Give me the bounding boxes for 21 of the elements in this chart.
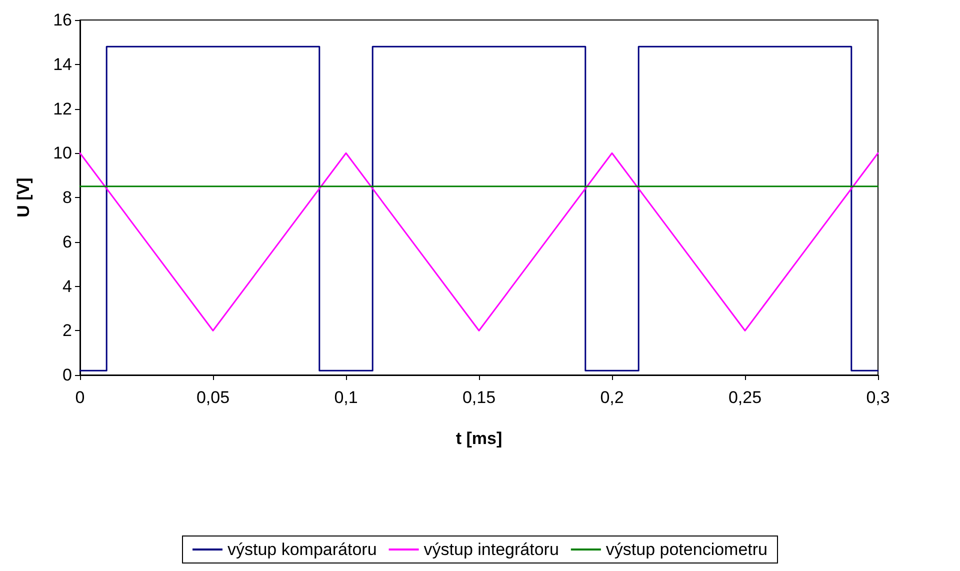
y-tick-label: 14 bbox=[53, 54, 72, 74]
y-tick-label: 16 bbox=[53, 10, 72, 30]
x-tick-label: 0,25 bbox=[728, 388, 762, 407]
x-tick-label: 0,1 bbox=[334, 388, 358, 407]
legend-label: výstup potenciometru bbox=[606, 540, 768, 559]
x-tick-label: 0,3 bbox=[866, 388, 890, 407]
y-tick-label: 8 bbox=[62, 188, 72, 207]
x-tick-label: 0,2 bbox=[600, 388, 624, 407]
y-tick-label: 12 bbox=[53, 99, 72, 118]
legend-label: výstup integrátoru bbox=[424, 540, 559, 559]
y-tick-label: 4 bbox=[62, 276, 72, 296]
y-tick-label: 2 bbox=[62, 321, 72, 340]
legend-label: výstup komparátoru bbox=[228, 540, 377, 559]
y-tick-label: 0 bbox=[62, 366, 72, 384]
x-tick-label: 0 bbox=[75, 388, 85, 407]
y-axis-title: U [V] bbox=[14, 178, 33, 218]
x-tick-label: 0,15 bbox=[462, 388, 496, 407]
x-axis-title: t [ms] bbox=[456, 429, 502, 448]
x-tick-label: 0,05 bbox=[196, 388, 230, 407]
y-tick-label: 10 bbox=[53, 144, 72, 163]
y-tick-label: 6 bbox=[62, 232, 72, 252]
